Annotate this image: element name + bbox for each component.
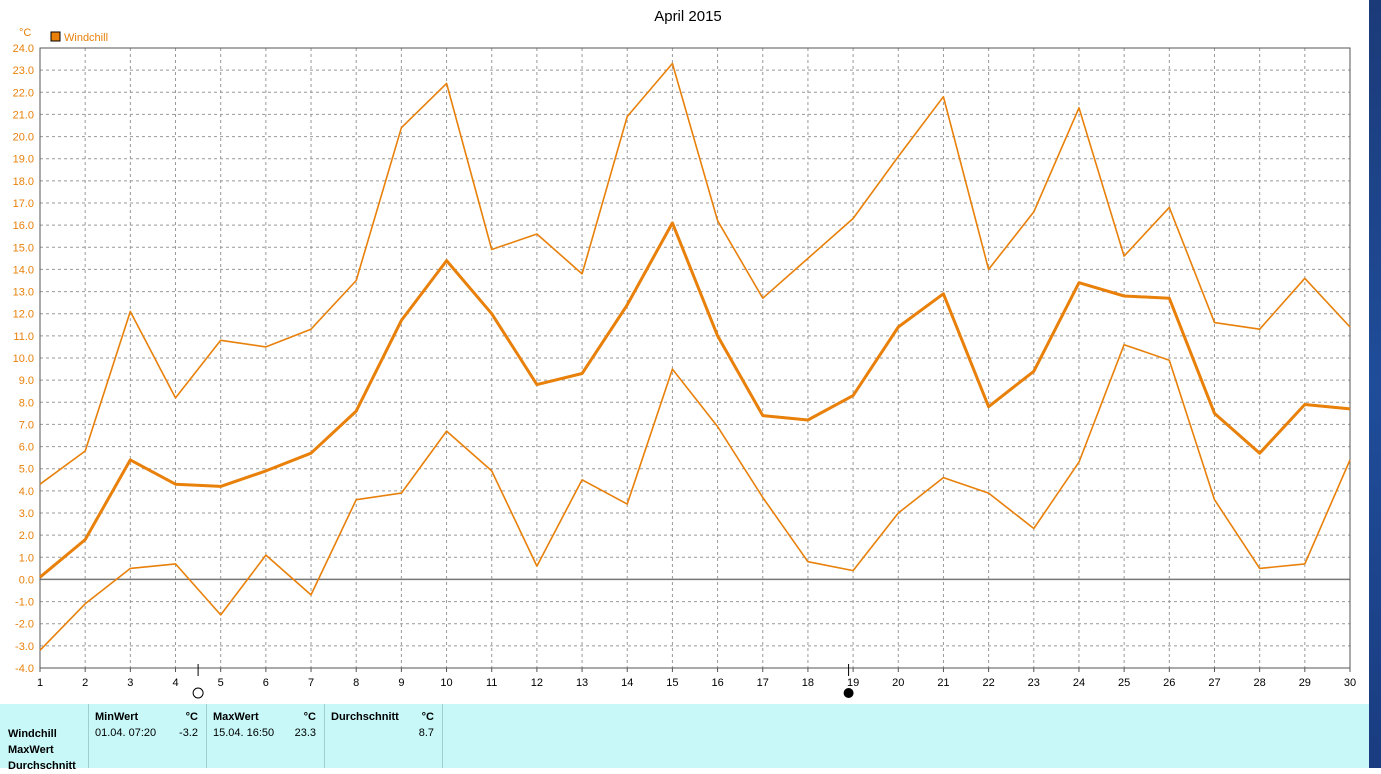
chart-area: April 2015 °C Windchill 24.023.022.021.0… bbox=[13, 8, 1356, 699]
y-tick-label: -4.0 bbox=[15, 663, 34, 675]
x-tick-label: 21 bbox=[937, 677, 949, 689]
col-datetime: 15.04. 16:50 bbox=[213, 727, 275, 739]
col-unit: °C bbox=[185, 711, 198, 723]
y-tick-label: 18.0 bbox=[13, 176, 34, 188]
y-tick-label: 2.0 bbox=[19, 530, 34, 542]
row-label-maxwert: MaxWert bbox=[8, 744, 54, 756]
x-tick-label: 1 bbox=[37, 677, 43, 689]
grid bbox=[40, 48, 1350, 668]
y-axis-unit: °C bbox=[19, 27, 31, 39]
col-value: -3.2 bbox=[179, 727, 198, 739]
x-tick-label: 7 bbox=[308, 677, 314, 689]
y-tick-label: -2.0 bbox=[15, 619, 34, 631]
x-axis-ticks: 1 2 3 4 5 6 7 8 9 10 11 12 13 14 15 16 17 18 19 20 21 22 23 24 2… bbox=[37, 668, 1356, 689]
x-tick-label: 24 bbox=[1073, 677, 1085, 689]
y-tick-label: 16.0 bbox=[13, 220, 34, 232]
x-tick-label: 29 bbox=[1299, 677, 1311, 689]
legend-label: Windchill bbox=[64, 32, 108, 44]
y-tick-label: 23.0 bbox=[13, 65, 34, 77]
stats-panel: Windchill MaxWert Durchschnitt MinWert °… bbox=[0, 704, 1369, 772]
y-tick-label: 3.0 bbox=[19, 508, 34, 520]
x-tick-label: 14 bbox=[621, 677, 633, 689]
y-tick-label: 7.0 bbox=[19, 419, 34, 431]
window-edge bbox=[1369, 0, 1381, 768]
y-tick-label: 20.0 bbox=[13, 132, 34, 144]
stats-col-min: MinWert °C 01.04. 07:20 -3.2 bbox=[88, 704, 206, 768]
col-unit: °C bbox=[303, 711, 316, 723]
col-unit: °C bbox=[421, 711, 434, 723]
col-header: Durchschnitt bbox=[331, 711, 399, 723]
row-label-windchill: Windchill bbox=[8, 728, 57, 740]
x-tick-label: 11 bbox=[486, 677, 497, 689]
y-tick-label: 5.0 bbox=[19, 464, 34, 476]
x-tick-label: 27 bbox=[1208, 677, 1220, 689]
y-axis-ticks: 24.0 23.0 22.0 21.0 20.0 19.0 18.0 17.0 16.0 15.0… bbox=[13, 43, 34, 675]
stats-col-max: MaxWert °C 15.04. 16:50 23.3 bbox=[206, 704, 324, 768]
y-tick-label: 6.0 bbox=[19, 442, 34, 454]
y-tick-label: 9.0 bbox=[19, 375, 34, 387]
x-tick-label: 4 bbox=[172, 677, 178, 689]
x-tick-label: 16 bbox=[711, 677, 723, 689]
y-tick-label: 14.0 bbox=[13, 264, 34, 276]
x-tick-label: 5 bbox=[218, 677, 224, 689]
x-tick-label: 19 bbox=[847, 677, 859, 689]
x-tick-label: 25 bbox=[1118, 677, 1130, 689]
col-header: MinWert bbox=[95, 711, 139, 723]
x-tick-label: 6 bbox=[263, 677, 269, 689]
x-tick-label: 28 bbox=[1254, 677, 1266, 689]
col-value: 23.3 bbox=[294, 727, 316, 739]
y-tick-label: 10.0 bbox=[13, 353, 34, 365]
full-moon-icon bbox=[192, 687, 204, 699]
row-label-durchschnitt: Durchschnitt bbox=[8, 760, 76, 772]
y-tick-label: 22.0 bbox=[13, 87, 34, 99]
y-tick-label: 0.0 bbox=[19, 574, 34, 586]
x-tick-label: 9 bbox=[398, 677, 404, 689]
y-tick-label: 11.0 bbox=[13, 331, 34, 343]
y-tick-label: 8.0 bbox=[19, 397, 34, 409]
series-lines bbox=[39, 62, 1351, 651]
col-value: 8.7 bbox=[418, 727, 434, 739]
chart-title: April 2015 bbox=[654, 8, 722, 25]
x-tick-label: 13 bbox=[576, 677, 588, 689]
col-header: MaxWert bbox=[213, 711, 259, 723]
y-tick-label: 24.0 bbox=[13, 43, 34, 55]
y-tick-label: 13.0 bbox=[13, 287, 34, 299]
x-tick-label: 2 bbox=[82, 677, 88, 689]
col-datetime: 01.04. 07:20 bbox=[95, 727, 157, 739]
y-tick-label: -1.0 bbox=[15, 597, 34, 609]
series-line-avg bbox=[39, 221, 1351, 579]
y-tick-label: 12.0 bbox=[13, 309, 34, 321]
y-tick-label: -3.0 bbox=[15, 641, 34, 653]
x-tick-label: 18 bbox=[802, 677, 814, 689]
y-tick-label: 19.0 bbox=[13, 154, 34, 166]
x-tick-label: 3 bbox=[127, 677, 133, 689]
legend-swatch bbox=[50, 31, 61, 42]
stats-row-labels: Windchill MaxWert Durchschnitt bbox=[8, 726, 76, 774]
y-tick-label: 17.0 bbox=[13, 198, 34, 210]
series-line-min bbox=[39, 343, 1351, 651]
x-tick-label: 20 bbox=[892, 677, 904, 689]
series-line-max bbox=[39, 62, 1351, 485]
x-tick-label: 30 bbox=[1344, 677, 1356, 689]
new-moon-icon bbox=[843, 688, 854, 698]
x-tick-label: 10 bbox=[440, 677, 452, 689]
x-tick-label: 8 bbox=[353, 677, 359, 689]
y-tick-label: 4.0 bbox=[19, 486, 34, 498]
y-tick-label: 1.0 bbox=[19, 552, 34, 564]
x-tick-label: 26 bbox=[1163, 677, 1175, 689]
stats-col-avg: Durchschnitt °C 8.7 bbox=[324, 704, 443, 768]
x-tick-label: 12 bbox=[531, 677, 543, 689]
moon-markers bbox=[192, 664, 854, 699]
x-tick-label: 23 bbox=[1028, 677, 1040, 689]
x-tick-label: 22 bbox=[982, 677, 994, 689]
y-tick-label: 15.0 bbox=[13, 242, 34, 254]
x-tick-label: 15 bbox=[666, 677, 678, 689]
y-tick-label: 21.0 bbox=[13, 109, 34, 121]
plot-frame bbox=[39, 47, 1351, 669]
x-tick-label: 17 bbox=[757, 677, 769, 689]
